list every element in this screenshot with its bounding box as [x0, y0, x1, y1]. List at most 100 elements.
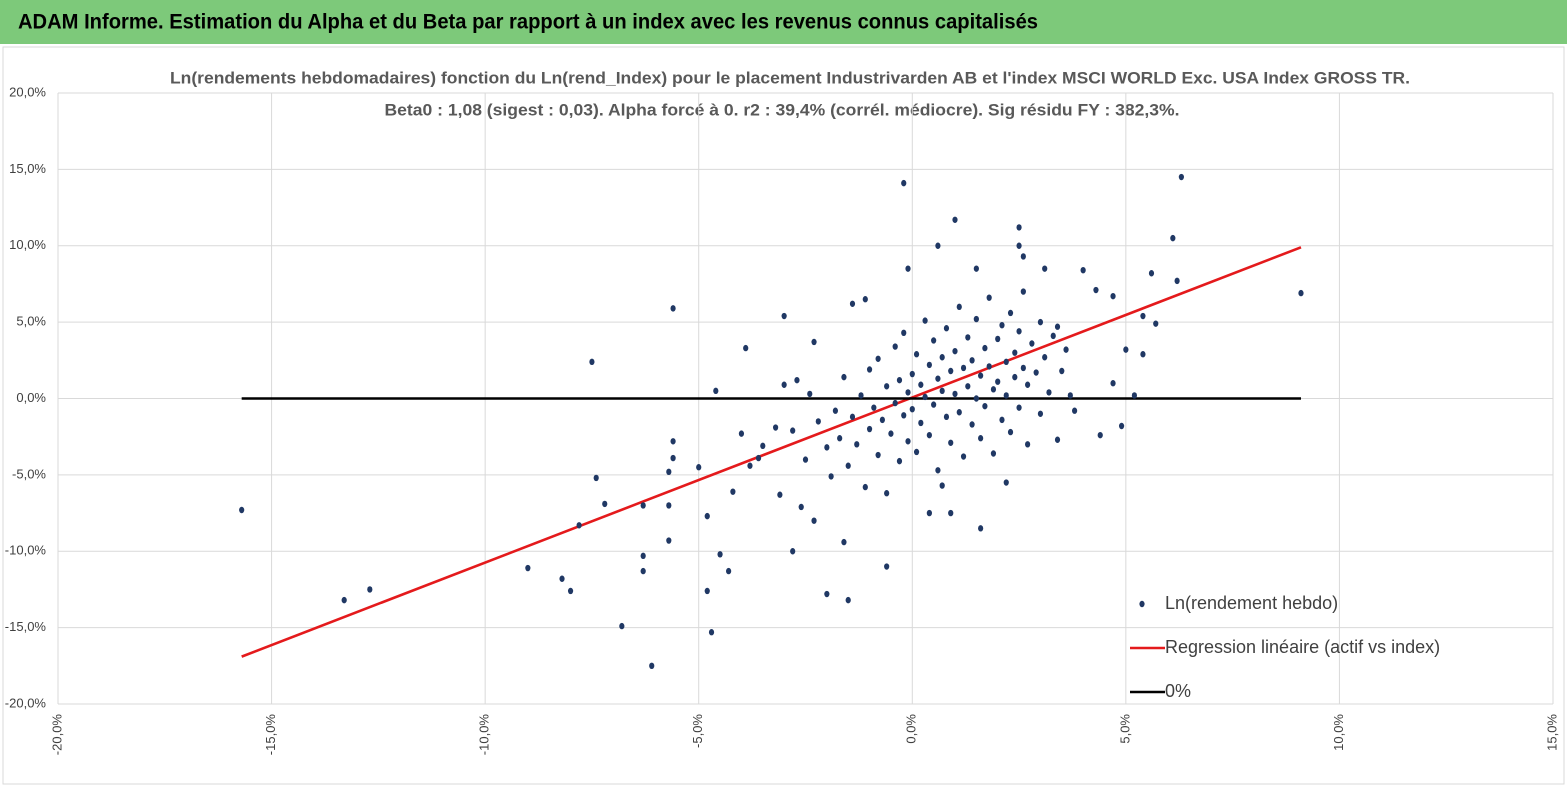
data-point — [1042, 265, 1048, 272]
data-point — [854, 441, 860, 448]
x-tick-label: -5,0% — [690, 714, 705, 748]
legend-label: 0% — [1165, 681, 1191, 701]
data-point — [909, 370, 915, 378]
data-point — [879, 416, 885, 424]
data-point — [1029, 340, 1035, 347]
data-point — [948, 367, 954, 375]
data-point — [696, 464, 702, 471]
legend-label: Regression linéaire (actif vs index) — [1165, 637, 1440, 657]
data-point — [1059, 367, 1065, 375]
data-point — [589, 358, 595, 366]
data-point — [965, 334, 971, 341]
data-point — [866, 366, 873, 373]
data-point — [952, 347, 958, 355]
data-point — [1020, 364, 1026, 372]
data-point — [931, 401, 937, 408]
data-point — [1097, 431, 1103, 439]
data-point — [918, 381, 924, 388]
data-point — [367, 586, 373, 593]
data-point — [713, 387, 719, 395]
header-bar — [0, 0, 1567, 44]
legend-swatch — [1139, 600, 1145, 608]
data-point — [841, 373, 847, 381]
data-point — [943, 325, 950, 332]
data-point — [901, 179, 907, 187]
x-tick-label: 5,0% — [1117, 714, 1132, 744]
data-point — [640, 502, 646, 509]
data-point — [931, 337, 937, 344]
data-point — [999, 321, 1005, 329]
data-point — [1020, 288, 1026, 295]
data-point — [845, 462, 851, 469]
data-point — [956, 303, 962, 311]
data-point — [666, 468, 672, 476]
y-tick-label: -15,0% — [5, 619, 47, 634]
data-point — [896, 457, 903, 465]
data-point — [960, 364, 967, 372]
data-point — [1080, 266, 1086, 274]
data-point — [982, 344, 988, 352]
data-point — [704, 512, 710, 520]
data-point — [935, 242, 941, 249]
data-point — [1012, 373, 1018, 381]
y-tick-label: -20,0% — [5, 695, 47, 710]
data-point — [973, 265, 979, 272]
data-point — [1007, 428, 1014, 436]
data-point — [670, 438, 676, 445]
data-point — [559, 575, 565, 582]
data-point — [926, 509, 932, 517]
data-point — [1016, 224, 1022, 231]
data-point — [1012, 349, 1018, 356]
data-point — [1140, 312, 1146, 320]
data-point — [1110, 380, 1116, 387]
data-point — [747, 462, 753, 469]
data-point — [939, 482, 945, 489]
data-point — [969, 421, 975, 428]
data-point — [1054, 323, 1061, 330]
data-point — [952, 390, 958, 398]
data-point — [1067, 392, 1073, 399]
data-point — [995, 378, 1001, 385]
data-point — [649, 662, 655, 670]
data-point — [781, 312, 787, 320]
data-point — [1003, 358, 1009, 366]
data-point — [666, 537, 672, 544]
data-point — [892, 399, 898, 407]
data-point — [875, 451, 881, 459]
data-point — [1170, 234, 1176, 242]
data-point — [824, 444, 830, 451]
data-point — [990, 386, 997, 393]
data-point — [815, 418, 821, 425]
data-point — [593, 474, 599, 482]
data-point — [939, 354, 945, 361]
data-point — [525, 564, 531, 572]
data-point — [866, 425, 873, 433]
data-point — [939, 387, 945, 395]
data-point — [837, 435, 843, 442]
data-point — [960, 453, 967, 460]
data-point — [773, 424, 779, 431]
data-point — [990, 450, 997, 457]
data-point — [922, 317, 928, 324]
data-point — [1131, 392, 1137, 399]
data-point — [999, 416, 1005, 424]
data-point — [828, 473, 834, 480]
data-point — [978, 372, 984, 379]
data-point — [824, 590, 830, 598]
data-point — [738, 430, 745, 437]
data-point — [1118, 422, 1125, 430]
data-point — [1050, 332, 1056, 340]
data-point — [995, 335, 1001, 343]
data-point — [965, 383, 971, 390]
data-point — [978, 525, 984, 532]
y-tick-label: -5,0% — [12, 466, 46, 481]
data-point — [1025, 441, 1031, 448]
x-tick-label: 0,0% — [904, 714, 919, 744]
data-point — [1003, 479, 1009, 486]
series-line — [241, 246, 1302, 658]
data-point — [982, 402, 988, 410]
data-point — [905, 389, 911, 396]
data-point — [1007, 309, 1014, 317]
data-point — [239, 506, 245, 514]
data-point — [341, 596, 347, 604]
